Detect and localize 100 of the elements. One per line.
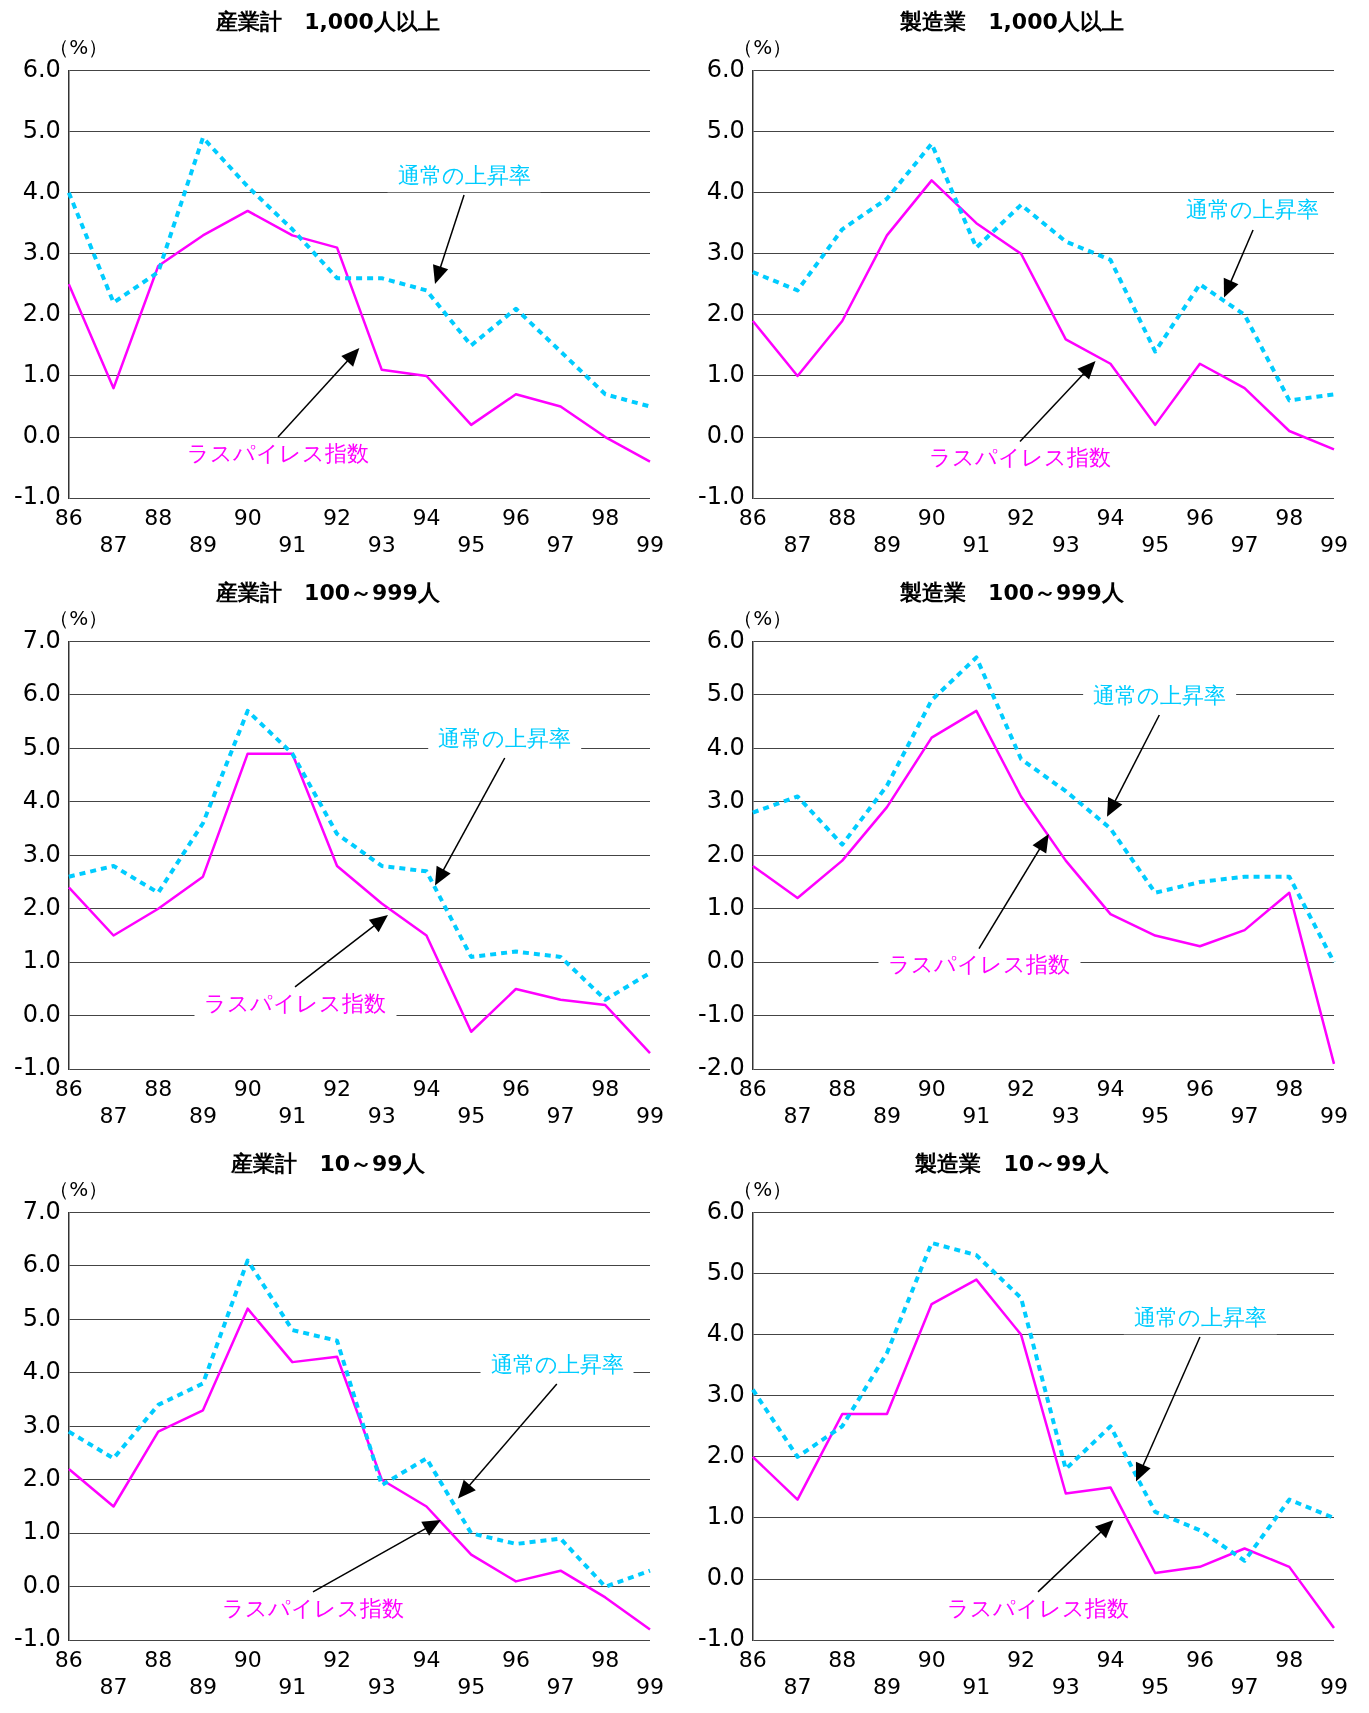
- y-tick-label: 5.0: [706, 679, 745, 708]
- y-tick-label: 1.0: [706, 1502, 745, 1531]
- x-tick-label: 94: [1096, 1076, 1125, 1102]
- x-tick-label: 90: [917, 1647, 946, 1673]
- x-tick-label: 95: [1141, 1673, 1170, 1699]
- x-tick-label: 88: [828, 505, 857, 531]
- x-tick-label: 95: [457, 1102, 486, 1128]
- y-tick-label: 0.0: [22, 1570, 61, 1599]
- x-tick-label: 91: [278, 531, 307, 557]
- y-tick-label: 4.0: [706, 1318, 745, 1347]
- x-tick-label: 87: [99, 1673, 128, 1699]
- y-tick-label: 0.0: [22, 999, 61, 1028]
- text: ラスパイレス指数: [221, 1595, 404, 1621]
- y-tick-label: 6.0: [22, 679, 61, 708]
- x-tick-label: 97: [1230, 1102, 1259, 1128]
- series-label: ラスパイレス指数: [946, 1595, 1129, 1621]
- x-tick-label: 97: [546, 1673, 575, 1699]
- x-tick-label: 96: [501, 1076, 530, 1102]
- y-tick-label: 1.0: [22, 360, 61, 389]
- x-tick-label: 87: [99, 531, 128, 557]
- x-tick-label: 87: [783, 1673, 812, 1699]
- y-tick-label: 3.0: [22, 1410, 61, 1439]
- y-tick-label: 2.0: [22, 1464, 61, 1493]
- text: 通常の上昇率: [1186, 197, 1320, 223]
- x-tick-label: 99: [636, 1673, 664, 1699]
- chart-title: 産業計 100～999人: [215, 579, 441, 605]
- chart-title: 産業計 1,000人以上: [215, 8, 440, 34]
- x-tick-label: 92: [1007, 1647, 1036, 1673]
- y-tick-label: 3.0: [706, 786, 745, 815]
- y-tick-label: 0.0: [706, 946, 745, 975]
- line-series: [66, 135, 652, 409]
- x-tick-label: 87: [783, 1102, 812, 1128]
- x-tick-label: 90: [233, 505, 262, 531]
- y-tick-label: 5.0: [706, 1257, 745, 1286]
- y-tick-label: 5.0: [706, 115, 745, 144]
- x-tick-label: 89: [188, 1102, 217, 1128]
- y-tick-label: 5.0: [22, 115, 61, 144]
- x-tick-label: 92: [323, 1076, 352, 1102]
- y-tick-label: 1.0: [22, 1517, 61, 1546]
- text: ラスパイレス指数: [204, 990, 387, 1016]
- text: ラスパイレス指数: [187, 441, 370, 467]
- x-tick-label: 95: [457, 1673, 486, 1699]
- x-tick-label: 86: [738, 1647, 767, 1673]
- y-tick-label: 1.0: [706, 360, 745, 389]
- x-tick-label: 93: [1051, 531, 1080, 557]
- y-tick-label: 4.0: [22, 786, 61, 815]
- x-tick-label: 90: [917, 505, 946, 531]
- x-tick-label: 91: [962, 1673, 991, 1699]
- x-tick-label: 94: [412, 505, 441, 531]
- x-tick-label: 99: [636, 531, 664, 557]
- y-tick-label: 4.0: [706, 732, 745, 761]
- x-tick-label: 96: [1185, 1647, 1214, 1673]
- y-tick-label: 4.0: [22, 1357, 61, 1386]
- x-tick-label: 97: [1230, 1673, 1259, 1699]
- y-tick-label: 1.0: [22, 946, 61, 975]
- x-tick-label: 89: [872, 1102, 901, 1128]
- x-tick-label: 98: [1275, 1076, 1304, 1102]
- chart-title: 産業計 10～99人: [230, 1150, 426, 1176]
- y-tick-label: 3.0: [22, 237, 61, 266]
- x-tick-label: 88: [828, 1076, 857, 1102]
- y-tick-label: 6.0: [22, 1250, 61, 1279]
- y-tick-label: 5.0: [22, 732, 61, 761]
- text: 通常の上昇率: [1093, 682, 1227, 708]
- x-tick-label: 90: [917, 1076, 946, 1102]
- x-tick-label: 93: [367, 1102, 396, 1128]
- x-tick-label: 86: [54, 1076, 83, 1102]
- x-tick-label: 89: [188, 1673, 217, 1699]
- y-tick-label: 2.0: [706, 299, 745, 328]
- x-tick-label: 92: [1007, 505, 1036, 531]
- x-tick-label: 98: [1275, 1647, 1304, 1673]
- x-tick-label: 96: [1185, 1076, 1214, 1102]
- x-tick-label: 87: [783, 531, 812, 557]
- line-series: [750, 141, 1336, 403]
- x-tick-label: 86: [738, 1076, 767, 1102]
- y-tick-label: 2.0: [706, 1441, 745, 1470]
- x-tick-label: 96: [1185, 505, 1214, 531]
- x-tick-label: 92: [323, 505, 352, 531]
- text: 通常の上昇率: [490, 1352, 624, 1378]
- x-tick-label: 99: [1320, 1673, 1348, 1699]
- y-tick-label: 4.0: [22, 176, 61, 205]
- x-tick-label: 89: [872, 531, 901, 557]
- y-tick-label: 0.0: [706, 1563, 745, 1592]
- x-tick-label: 94: [412, 1647, 441, 1673]
- y-tick-label: 3.0: [706, 237, 745, 266]
- x-tick-label: 91: [278, 1673, 307, 1699]
- line-series: [66, 1258, 652, 1589]
- x-tick-label: 88: [144, 1076, 173, 1102]
- x-tick-label: 86: [54, 505, 83, 531]
- text: 通常の上昇率: [397, 163, 531, 189]
- x-tick-label: 98: [591, 505, 620, 531]
- x-tick-label: 98: [1275, 505, 1304, 531]
- x-tick-label: 96: [501, 505, 530, 531]
- x-tick-label: 86: [54, 1647, 83, 1673]
- x-tick-label: 98: [591, 1076, 620, 1102]
- chart-title: 製造業 100～999人: [899, 579, 1125, 605]
- y-tick-label: 4.0: [706, 176, 745, 205]
- x-tick-label: 91: [962, 531, 991, 557]
- x-tick-label: 99: [636, 1102, 664, 1128]
- x-tick-label: 91: [962, 1102, 991, 1128]
- text: 通常の上昇率: [1133, 1305, 1267, 1331]
